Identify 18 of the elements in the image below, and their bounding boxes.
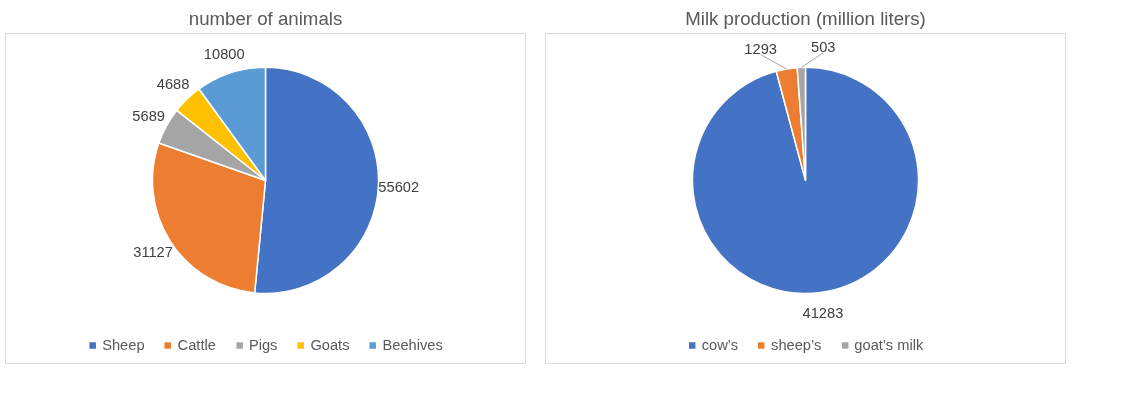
legend-label: Beehives [382,337,443,353]
data-label: 1293 [744,40,777,57]
data-label: 55602 [378,178,420,195]
data-label: 41283 [802,304,844,321]
legend-label: cow’s [701,337,739,353]
chart-title: Milk production (million liters) [685,7,926,29]
chart-title: number of animals [188,7,343,29]
data-label: 503 [810,39,836,56]
legend-label: Pigs [248,337,278,353]
legend-label: goat’s milk [854,337,924,353]
legend-label: Goats [310,337,350,353]
data-label: 10800 [203,45,245,62]
legend-label: Sheep [102,337,145,353]
data-label: 5689 [132,108,165,125]
legend-label: Cattle [177,337,216,353]
data-label: 31127 [133,244,173,261]
data-label: 4688 [156,76,190,93]
legend-label: sheep’s [771,337,822,353]
